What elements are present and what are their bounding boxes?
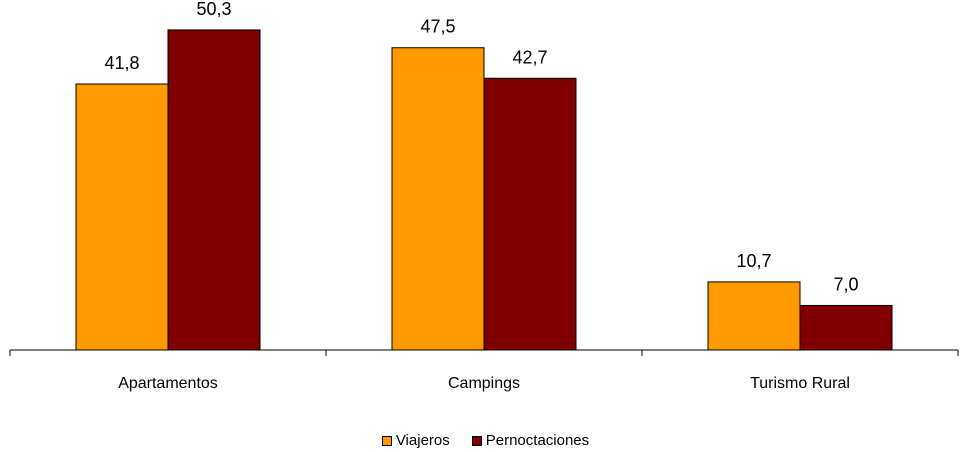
bar-viajeros-campings — [391, 47, 485, 351]
legend-item-pernoctaciones: Pernoctaciones — [471, 432, 590, 449]
value-label-pernoctaciones-apartamentos: 50,3 — [196, 0, 231, 19]
category-labels-layer: Apartamentos Campings Turismo Rural — [118, 375, 850, 392]
x-axis-ticks — [9, 350, 959, 356]
bar-pernoctaciones-campings — [483, 77, 577, 351]
bars-layer — [75, 29, 893, 351]
legend-label-pernoctaciones: Pernoctaciones — [485, 432, 590, 449]
value-label-viajeros-campings: 47,5 — [420, 17, 455, 37]
legend: Viajeros Pernoctaciones — [0, 432, 971, 449]
value-label-viajeros-apartamentos: 41,8 — [104, 53, 139, 73]
category-label-apartamentos: Apartamentos — [118, 375, 218, 392]
legend-swatch-pernoctaciones — [471, 435, 482, 446]
value-label-pernoctaciones-turismo-rural: 7,0 — [833, 274, 858, 294]
bar-viajeros-apartamentos — [75, 83, 169, 351]
bar-pernoctaciones-turismo-rural — [799, 304, 893, 351]
value-label-viajeros-turismo-rural: 10,7 — [736, 251, 771, 271]
category-label-campings: Campings — [448, 375, 520, 392]
value-label-pernoctaciones-campings: 42,7 — [512, 47, 547, 67]
value-labels-layer: 41,8 50,3 47,5 42,7 10,7 7,0 — [104, 0, 858, 294]
bar-viajeros-turismo-rural — [707, 281, 801, 351]
legend-item-viajeros: Viajeros — [381, 432, 450, 449]
legend-label-viajeros: Viajeros — [395, 432, 450, 449]
bar-pernoctaciones-apartamentos — [167, 29, 261, 351]
legend-swatch-viajeros — [381, 435, 392, 446]
category-label-turismo-rural: Turismo Rural — [750, 375, 850, 392]
